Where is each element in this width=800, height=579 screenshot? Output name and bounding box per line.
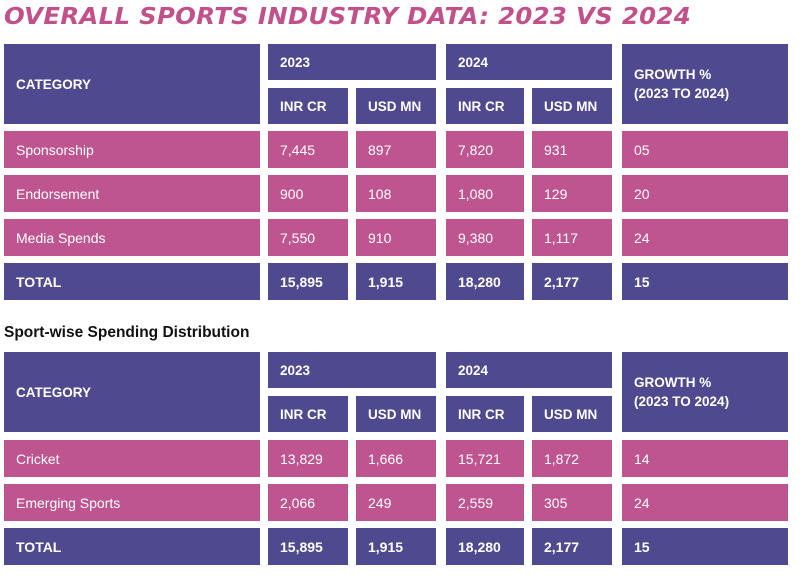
inr-cr-2024-header: INR CR: [446, 88, 524, 124]
table-row-usd-2023: 249: [356, 484, 436, 521]
year-2024-header: 2024: [446, 44, 612, 80]
table-row-inr-2024: 2,559: [446, 484, 524, 521]
table-row-usd-2024: 931: [532, 131, 612, 168]
growth-header-line2: (2023 TO 2024): [634, 394, 730, 409]
total-row-usd-2023: 1,915: [356, 263, 436, 300]
total-row-usd-2023: 1,915: [356, 528, 436, 565]
inr-cr-2023-header: INR CR: [268, 396, 348, 432]
usd-mn-2024-header: USD MN: [532, 396, 612, 432]
table-row-usd-2024: 1,117: [532, 219, 612, 256]
year-2023-header: 2023: [268, 352, 436, 388]
total-row-growth: 15: [622, 263, 788, 300]
total-row-category: TOTAL: [4, 528, 260, 565]
total-row-inr-2024: 18,280: [446, 528, 524, 565]
total-row-category: TOTAL: [4, 263, 260, 300]
table-row-growth: 05: [622, 131, 788, 168]
growth-header: GROWTH % (2023 TO 2024): [622, 44, 788, 124]
table-row-inr-2023: 13,829: [268, 440, 348, 477]
table-row-usd-2024: 1,872: [532, 440, 612, 477]
total-row-inr-2023: 15,895: [268, 263, 348, 300]
table-row-category: Sponsorship: [4, 131, 260, 168]
section-title: Sport-wise Spending Distribution: [4, 324, 250, 341]
table-row-usd-2023: 1,666: [356, 440, 436, 477]
usd-mn-2023-header: USD MN: [356, 88, 436, 124]
total-row-inr-2024: 18,280: [446, 263, 524, 300]
category-header: CATEGORY: [4, 44, 260, 124]
inr-cr-2023-header: INR CR: [268, 88, 348, 124]
table-row-usd-2023: 910: [356, 219, 436, 256]
table-row-inr-2023: 7,550: [268, 219, 348, 256]
table-row-inr-2023: 2,066: [268, 484, 348, 521]
growth-header-line2: (2023 TO 2024): [634, 86, 730, 101]
table-row-usd-2023: 108: [356, 175, 436, 212]
table-row-usd-2024: 129: [532, 175, 612, 212]
table-row-growth: 14: [622, 440, 788, 477]
growth-header-line1: GROWTH %: [634, 375, 712, 390]
usd-mn-2023-header: USD MN: [356, 396, 436, 432]
table-row-category: Emerging Sports: [4, 484, 260, 521]
total-row-usd-2024: 2,177: [532, 528, 612, 565]
table-row-growth: 24: [622, 484, 788, 521]
table-row-category: Cricket: [4, 440, 260, 477]
inr-cr-2024-header: INR CR: [446, 396, 524, 432]
table-row-category: Endorsement: [4, 175, 260, 212]
total-row-inr-2023: 15,895: [268, 528, 348, 565]
table-row-inr-2024: 7,820: [446, 131, 524, 168]
table-row-growth: 24: [622, 219, 788, 256]
category-header: CATEGORY: [4, 352, 260, 432]
year-2023-header: 2023: [268, 44, 436, 80]
usd-mn-2024-header: USD MN: [532, 88, 612, 124]
table-row-usd-2024: 305: [532, 484, 612, 521]
table-row-inr-2024: 15,721: [446, 440, 524, 477]
table-row-growth: 20: [622, 175, 788, 212]
total-row-usd-2024: 2,177: [532, 263, 612, 300]
table-row-inr-2023: 7,445: [268, 131, 348, 168]
page-title: OVERALL SPORTS INDUSTRY DATA: 2023 VS 20…: [4, 4, 691, 30]
total-row-growth: 15: [622, 528, 788, 565]
table-row-inr-2023: 900: [268, 175, 348, 212]
growth-header: GROWTH % (2023 TO 2024): [622, 352, 788, 432]
year-2024-header: 2024: [446, 352, 612, 388]
table-row-inr-2024: 9,380: [446, 219, 524, 256]
table-row-category: Media Spends: [4, 219, 260, 256]
table-row-usd-2023: 897: [356, 131, 436, 168]
table-row-inr-2024: 1,080: [446, 175, 524, 212]
growth-header-line1: GROWTH %: [634, 67, 712, 82]
